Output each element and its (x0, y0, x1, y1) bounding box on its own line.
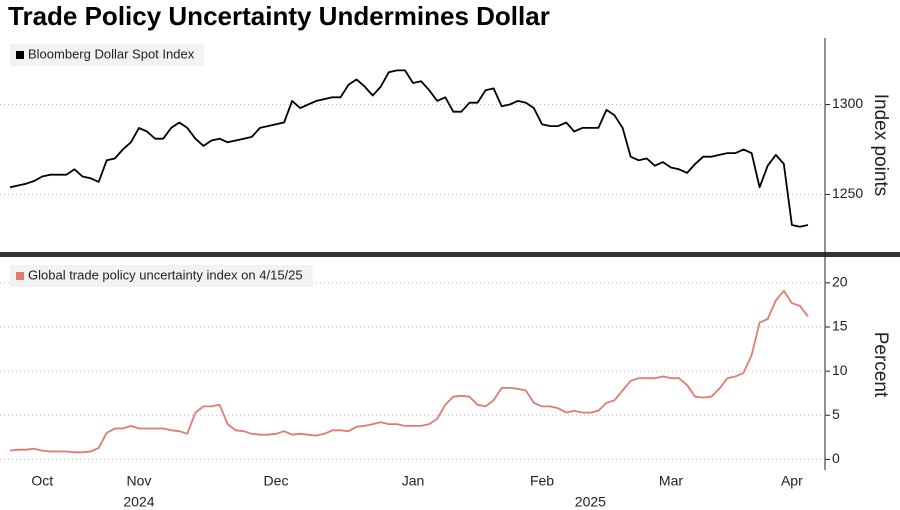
y-tick-label: 20 (832, 274, 848, 290)
data-line (9, 289, 809, 454)
legend-label: Bloomberg Dollar Spot Index (28, 46, 195, 61)
legend-swatch (16, 272, 24, 280)
legend-box (10, 265, 313, 287)
legend-box (10, 44, 205, 66)
legend-swatch (16, 51, 24, 59)
x-group-label: 2025 (575, 494, 606, 510)
data-line (9, 69, 809, 228)
x-tick-label: Jan (402, 473, 425, 489)
y-tick-label: 0 (832, 450, 840, 466)
x-tick-label: Nov (127, 473, 152, 489)
chart-title: Trade Policy Uncertainty Undermines Doll… (8, 1, 550, 31)
y-tick-label: 15 (832, 318, 848, 334)
x-tick-label: Oct (31, 473, 53, 489)
x-tick-label: Mar (659, 473, 683, 489)
x-tick-label: Feb (530, 473, 554, 489)
legend-label: Global trade policy uncertainty index on… (28, 267, 303, 282)
y-tick-label: 5 (832, 406, 840, 422)
y-tick-label: 1250 (832, 185, 863, 201)
x-tick-label: Apr (781, 473, 803, 489)
y-axis-label: Percent (870, 332, 891, 398)
y-axis-label: Index points (870, 94, 891, 196)
panel-separator (0, 252, 900, 257)
x-tick-label: Dec (264, 473, 289, 489)
y-tick-label: 10 (832, 362, 848, 378)
x-group-label: 2024 (123, 494, 154, 510)
y-tick-label: 1300 (832, 95, 863, 111)
